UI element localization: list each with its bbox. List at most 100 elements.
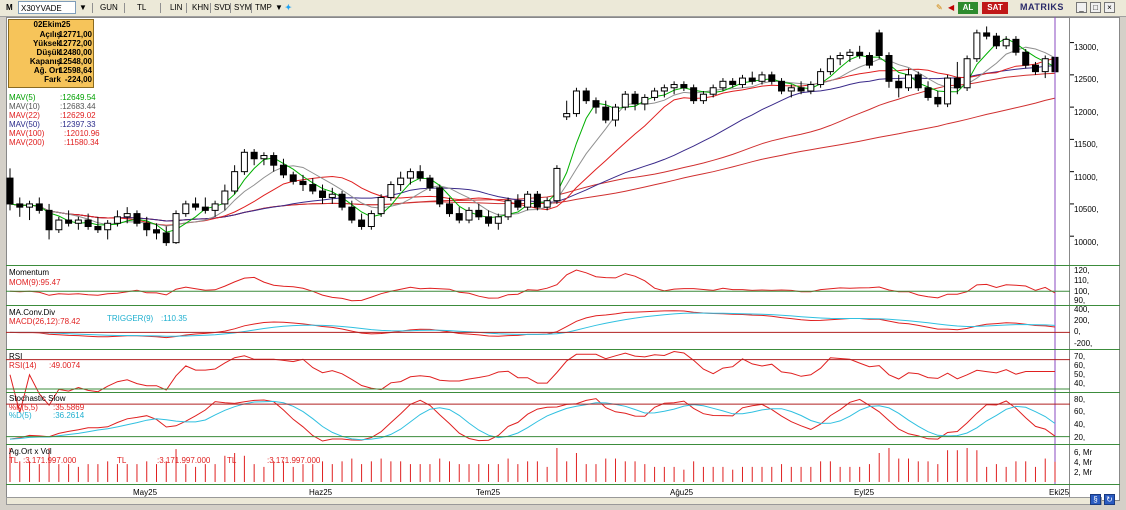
- candle-body: [260, 155, 268, 160]
- candle-body: [397, 177, 405, 186]
- price-axis[interactable]: [1070, 17, 1120, 501]
- momentum-name: MOM(9): [9, 278, 39, 287]
- candle-body: [856, 51, 864, 56]
- candle-body: [563, 113, 571, 118]
- candle-body: [426, 177, 434, 189]
- candle-body: [358, 219, 366, 228]
- candle-body: [94, 226, 102, 231]
- candle-body: [865, 54, 873, 66]
- sell-button[interactable]: SAT: [982, 2, 1008, 14]
- momentum-value: :95.47: [38, 278, 61, 287]
- chart-area[interactable]: [6, 17, 1070, 501]
- toolbar-divider: [251, 3, 252, 13]
- chevron-down-icon[interactable]: ▼: [275, 3, 283, 12]
- sym-button[interactable]: SYM: [234, 3, 252, 12]
- candle-body: [524, 193, 532, 208]
- scale-button[interactable]: LIN: [170, 3, 183, 12]
- candle-body: [45, 209, 53, 231]
- x-label: Ağu25: [670, 488, 694, 497]
- toolbar-divider: [186, 3, 187, 13]
- candle-body: [934, 96, 942, 105]
- stoch-d-line: [9, 400, 1056, 441]
- candle-body: [1041, 58, 1049, 73]
- candle-body: [992, 35, 1000, 47]
- momentum-label: MOM(9):95.47: [9, 278, 61, 287]
- candle-body: [123, 213, 131, 218]
- candle-body: [504, 200, 512, 218]
- macd-name: MACD(26,12): [9, 317, 58, 326]
- vol-unit: TL: [9, 456, 19, 465]
- candle-body: [875, 32, 883, 56]
- candle-body: [758, 74, 766, 82]
- legend-label: MAV(50): [9, 120, 40, 129]
- candle-body: [231, 171, 239, 192]
- candle-body: [162, 232, 170, 244]
- twitter-bird-icon[interactable]: ✦: [285, 3, 292, 12]
- candle-body: [797, 87, 805, 92]
- close-icon[interactable]: ×: [1104, 2, 1115, 13]
- candle-body: [631, 93, 639, 105]
- legend-mav50: MAV(50):12397.33: [9, 120, 96, 129]
- maximize-icon[interactable]: □: [1090, 2, 1101, 13]
- edit-icon[interactable]: ✎: [936, 3, 943, 12]
- candle-body: [738, 77, 746, 86]
- stoch-d-label: %D(5):36.2614: [9, 411, 84, 420]
- menu-m-icon[interactable]: M: [6, 3, 13, 12]
- candle-body: [719, 80, 727, 89]
- legend-label: MAV(22): [9, 111, 40, 120]
- legend-value: :12683.44: [60, 102, 96, 111]
- candle-body: [778, 80, 786, 92]
- macd-label: MACD(26,12):78.42: [9, 317, 80, 326]
- candle-body: [1022, 51, 1030, 66]
- vol-value: :3.171.997.000: [267, 456, 321, 465]
- candle-body: [944, 77, 952, 105]
- info-label: Ağ. Ort: [33, 66, 61, 75]
- currency-button[interactable]: TL: [137, 3, 147, 12]
- candle-body: [895, 80, 903, 89]
- info-value: 12480,00: [58, 48, 92, 57]
- svd-button[interactable]: SVD: [214, 3, 231, 12]
- mom-tick: 110,: [1074, 276, 1089, 285]
- rsi-tick: 50,: [1074, 370, 1086, 379]
- candle-body: [514, 200, 522, 208]
- trigger-line: [10, 312, 1056, 337]
- legend-label: MAV(200): [9, 138, 45, 147]
- period-button[interactable]: GUN: [100, 3, 118, 12]
- panel-divider: [6, 265, 1120, 266]
- vol-tick: 6, Mr: [1074, 448, 1093, 457]
- chevron-down-icon[interactable]: ▼: [79, 3, 87, 12]
- candle-body: [240, 151, 248, 173]
- horizontal-scrollbar[interactable]: [6, 497, 1102, 505]
- momentum-title: Momentum: [9, 268, 50, 277]
- legend-value: :12649.54: [60, 93, 96, 102]
- arrow-left-icon[interactable]: ◀: [948, 3, 955, 12]
- candle-body: [192, 203, 200, 208]
- candle-body: [826, 58, 834, 73]
- vol-tick: 2, Mr: [1074, 468, 1093, 477]
- rsi-label: RSI(14):49.0074: [9, 361, 80, 370]
- candle-body: [680, 84, 688, 89]
- legend-value: :11580.34: [64, 138, 99, 147]
- legend-mav5: MAV(5):12649.54: [9, 93, 96, 102]
- minimize-icon[interactable]: _: [1076, 2, 1087, 13]
- candle-body: [592, 100, 600, 108]
- candle-body: [807, 84, 815, 92]
- candle-body: [250, 151, 258, 160]
- toolbar-divider: [124, 3, 125, 13]
- legend-mav22: MAV(22):12629.02: [9, 111, 96, 120]
- price-tick: 13000,: [1074, 43, 1099, 52]
- candle-body: [963, 58, 971, 89]
- ma5-line: [9, 38, 1056, 233]
- refresh-icon[interactable]: ↻: [1104, 494, 1115, 505]
- khn-button[interactable]: KHN: [192, 3, 209, 12]
- trigger-name: TRIGGER(9): [107, 314, 154, 323]
- candle-body: [455, 213, 463, 221]
- stoch-k-label: %K(5,5):35.5869: [9, 403, 84, 412]
- chart-toolbar: M X30YVADE ▼ GUN TL LIN KHN SVD SYM TMP …: [0, 0, 1126, 17]
- sync-icon[interactable]: §: [1090, 494, 1101, 505]
- symbol-input[interactable]: X30YVADE: [18, 1, 76, 14]
- buy-button[interactable]: AL: [958, 2, 978, 14]
- tmp-button[interactable]: TMP: [255, 3, 272, 12]
- price-tick: 10000,: [1074, 238, 1099, 247]
